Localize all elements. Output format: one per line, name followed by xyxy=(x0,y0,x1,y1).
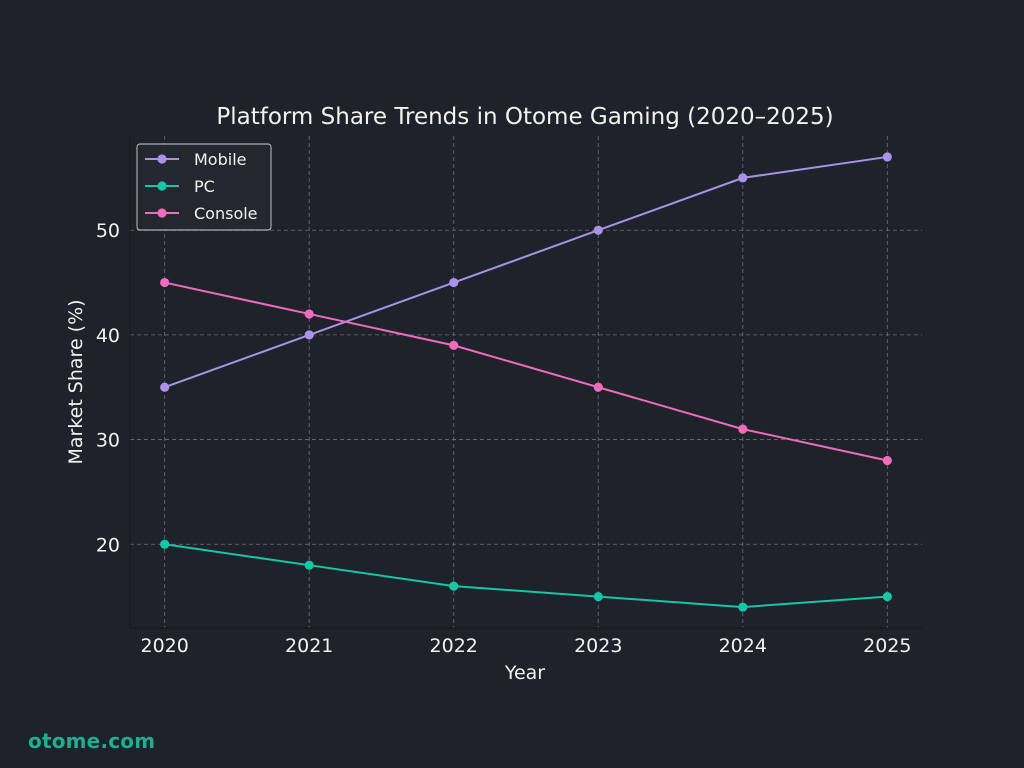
x-tick-label: 2025 xyxy=(863,635,911,657)
chart-title: Platform Share Trends in Otome Gaming (2… xyxy=(216,104,833,130)
y-axis-label: Market Share (%) xyxy=(65,299,87,464)
legend-swatch-marker xyxy=(157,208,167,218)
data-point-mobile xyxy=(304,330,314,340)
legend-swatch-marker xyxy=(157,154,167,164)
data-point-pc xyxy=(304,560,314,570)
legend-swatch-marker xyxy=(157,181,167,191)
series-line-mobile xyxy=(164,155,888,389)
data-point-console xyxy=(738,424,748,434)
x-tick-label: 2020 xyxy=(141,635,189,657)
y-tick-label: 50 xyxy=(96,220,120,242)
data-point-mobile xyxy=(593,225,603,235)
data-point-mobile xyxy=(160,382,170,392)
series xyxy=(160,152,892,612)
x-axis-label: Year xyxy=(504,662,545,684)
legend-label: Mobile xyxy=(194,150,246,169)
series-line-console xyxy=(164,281,888,462)
data-point-pc xyxy=(738,602,748,612)
data-point-console xyxy=(882,455,892,466)
data-point-pc xyxy=(882,591,892,602)
data-point-mobile xyxy=(738,173,748,183)
y-tick-label: 40 xyxy=(96,325,120,347)
y-tick-label: 20 xyxy=(96,534,120,556)
data-point-pc xyxy=(449,581,459,591)
data-point-console xyxy=(160,277,170,288)
x-tick-label: 2023 xyxy=(574,635,622,657)
data-point-console xyxy=(449,340,459,350)
legend-box xyxy=(136,143,272,231)
x-tick-label: 2024 xyxy=(719,635,767,657)
series-line-pc xyxy=(164,543,888,609)
legend-label: Console xyxy=(194,204,258,223)
y-tick-label: 30 xyxy=(96,430,120,452)
legend-label: PC xyxy=(194,177,215,196)
watermark-logo: otome.com xyxy=(28,729,156,753)
data-point-pc xyxy=(160,539,170,549)
data-point-pc xyxy=(593,591,603,602)
x-tick-label: 2022 xyxy=(430,635,478,657)
data-point-mobile xyxy=(449,277,459,288)
axes: 2020 2021 2022 2023 2024 2025 20 30 40 50 xyxy=(96,136,922,657)
data-point-console xyxy=(593,382,603,392)
data-point-console xyxy=(304,309,314,319)
x-tick-label: 2021 xyxy=(285,635,333,657)
data-point-mobile xyxy=(882,152,892,162)
legend: Mobile PC Console xyxy=(136,143,272,231)
